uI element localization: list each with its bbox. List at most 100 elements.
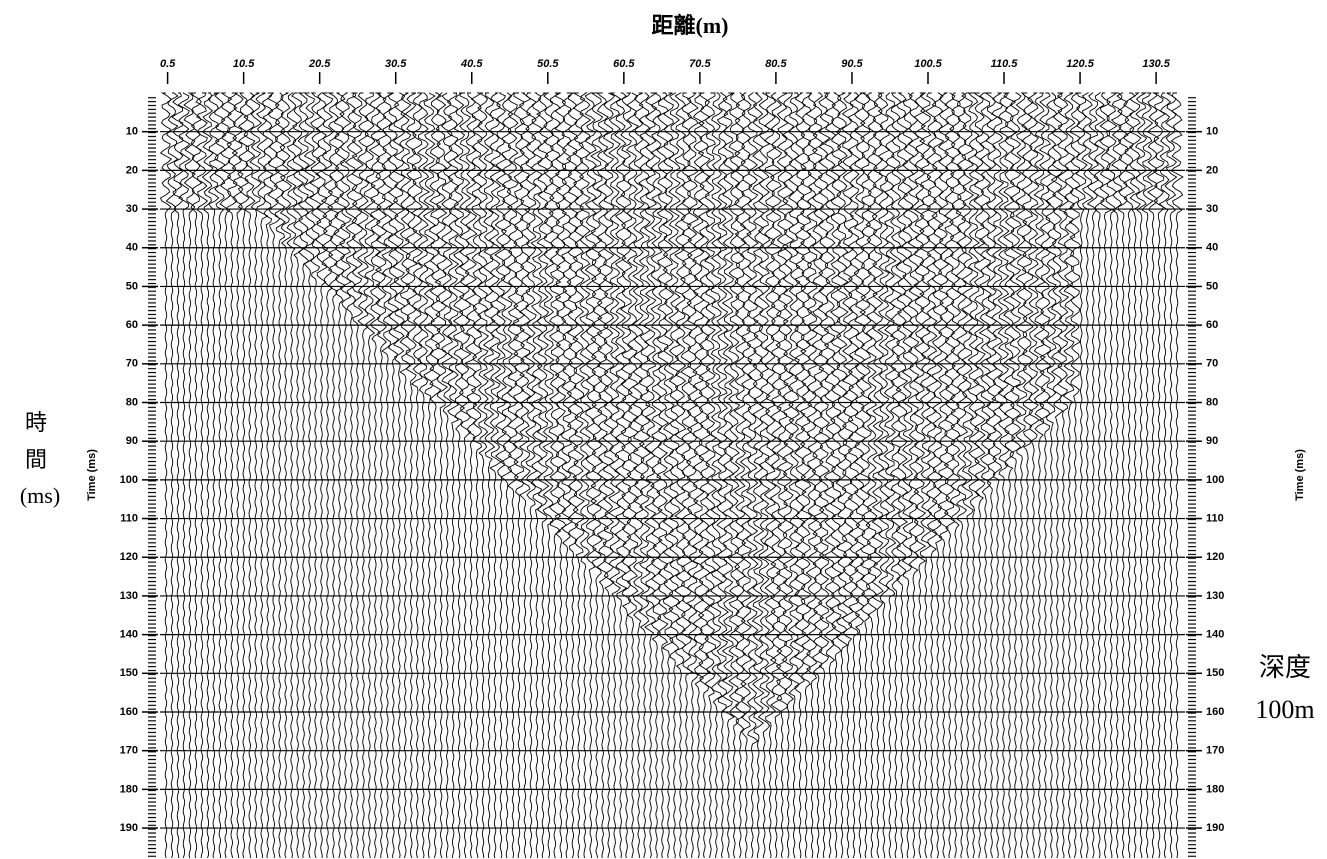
trace [984,92,999,859]
y-tick-label: 40 [126,242,138,254]
trace [955,92,969,859]
trace [1062,92,1076,859]
depth-label: 100m [1255,695,1314,724]
trace [1086,92,1099,859]
trace [895,92,909,859]
trace [476,92,490,859]
trace [1141,92,1154,859]
trace [602,92,616,859]
trace [470,92,484,859]
y-tick-label: 30 [1206,203,1218,215]
trace [1027,92,1040,859]
trace [219,92,233,859]
trace [381,92,394,859]
y-tick-label: 150 [1206,667,1224,679]
trace [709,92,723,859]
trace [201,92,214,859]
trace [1033,92,1046,859]
trace [249,92,263,859]
side-label: (ms) [20,483,60,508]
trace [811,92,825,859]
trace [656,92,670,859]
y-tick-label: 80 [1206,396,1218,408]
trace [542,92,555,859]
trace [386,92,400,859]
trace [1050,92,1064,859]
y-tick-label: 50 [126,280,138,292]
trace [584,92,598,859]
trace [661,92,675,859]
trace [871,92,885,859]
x-tick-label: 30.5 [385,58,407,70]
trace [273,92,286,859]
trace [410,92,424,859]
trace [344,92,358,859]
x-tick-label: 120.5 [1066,58,1094,70]
trace [207,92,220,859]
x-tick-label: 130.5 [1142,58,1170,70]
trace [775,92,789,859]
trace [434,92,448,859]
trace [488,92,502,859]
y-tick-label: 180 [120,783,138,795]
y-tick-label: 100 [1206,474,1224,486]
y-tick-label: 10 [1206,126,1218,138]
trace [685,92,700,859]
trace [363,92,376,859]
trace [913,92,927,859]
trace [1038,92,1052,859]
trace [925,92,939,859]
y-tick-label: 60 [126,319,138,331]
trace [751,92,765,859]
trace [1099,92,1113,859]
trace [859,92,873,859]
y-tick-label: 20 [1206,164,1218,176]
trace [279,92,293,859]
trace [757,92,771,859]
y-tick-label: 30 [126,203,138,215]
trace [650,92,663,859]
trace [303,92,316,859]
trace [1002,92,1017,858]
y-tick-label: 70 [126,358,138,370]
trace [727,92,741,859]
trace [548,92,562,859]
trace [286,92,298,859]
x-tick-label: 80.5 [765,58,787,70]
trace [530,92,544,859]
x-tick-label: 20.5 [308,58,331,70]
trace [333,92,346,859]
trace [619,92,634,859]
trace [691,92,705,859]
trace [177,92,191,859]
trace [578,92,592,859]
y-tick-label: 40 [1206,242,1218,254]
trace [309,92,322,859]
trace [536,92,550,859]
trace [937,92,951,859]
trace [967,92,981,859]
y-tick-label: 20 [126,164,138,176]
trace [1146,92,1160,859]
trace [865,92,879,859]
y-tick-label: 140 [120,629,138,641]
trace [1170,92,1184,859]
trace [595,92,610,859]
trace [733,92,747,859]
trace [1135,92,1148,859]
trace [399,92,412,859]
ruler [1188,95,1196,859]
trace [512,92,526,859]
trace [506,92,520,859]
trace [560,92,574,859]
trace [638,92,652,859]
trace [494,92,508,859]
trace [978,92,992,859]
trace [829,92,843,859]
trace [614,92,628,859]
depth-label: 深度 [1259,653,1311,682]
trace [518,92,532,859]
trace [1105,92,1118,859]
trace [1014,92,1028,859]
trace [404,92,418,859]
